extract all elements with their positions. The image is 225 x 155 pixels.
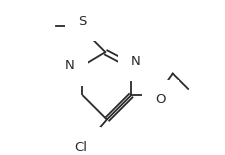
Text: Cl: Cl xyxy=(74,141,87,154)
Text: N: N xyxy=(65,59,75,72)
Text: S: S xyxy=(78,15,86,28)
Text: N: N xyxy=(130,55,140,68)
Text: O: O xyxy=(155,93,165,106)
